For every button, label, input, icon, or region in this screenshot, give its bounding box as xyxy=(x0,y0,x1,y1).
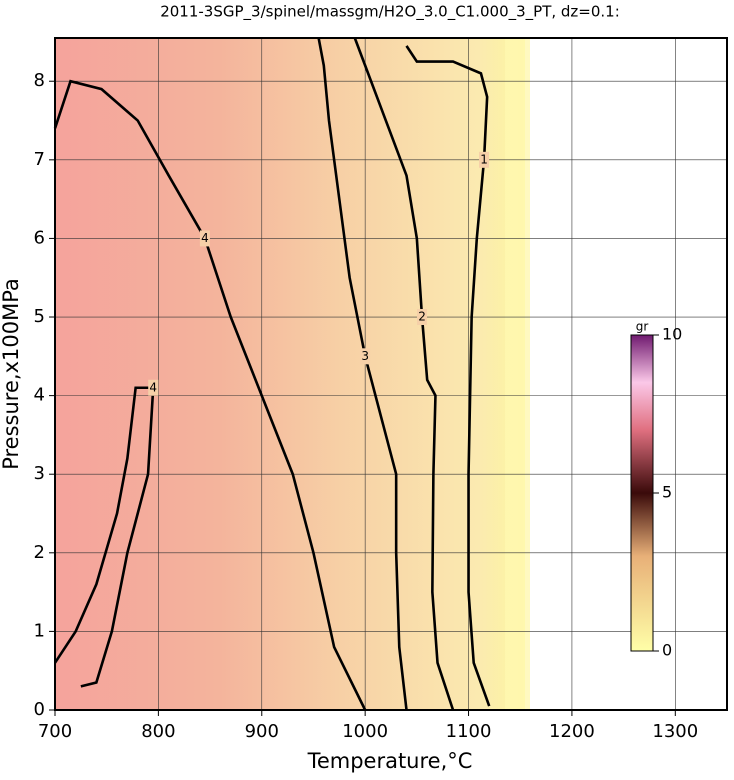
frame xyxy=(54,37,728,711)
y-tick-label: 5 xyxy=(34,306,45,327)
contour-label-bg xyxy=(148,379,159,396)
x-tick-label: 1200 xyxy=(549,721,595,742)
y-tick-label: 0 xyxy=(34,699,45,720)
contour-line xyxy=(53,79,367,711)
y-tick-label: 4 xyxy=(34,385,45,406)
contour-label: 2 xyxy=(418,310,426,324)
x-tick-label: 800 xyxy=(141,721,175,742)
x-tick-label: 1100 xyxy=(446,721,492,742)
colorbar-tick-label: 10 xyxy=(662,325,682,344)
y-tick-label: 8 xyxy=(34,70,45,91)
y-tick-label: 1 xyxy=(34,620,45,641)
colorbar-tick-label: 5 xyxy=(662,483,672,502)
contour-label-bg xyxy=(199,230,210,247)
x-axis-label: Temperature,°C xyxy=(307,749,473,773)
colorbar-tick-label: 0 xyxy=(662,641,672,660)
contour-label-bg xyxy=(360,348,371,365)
colorbar xyxy=(630,334,654,652)
x-tick-label: 1000 xyxy=(342,721,388,742)
contour-label: 3 xyxy=(361,349,369,363)
x-tick-label: 1300 xyxy=(652,721,698,742)
x-tick-label: 900 xyxy=(245,721,279,742)
chart-title: 2011-3SGP_3/spinel/massgm/H2O_3.0_C1.000… xyxy=(160,3,620,22)
y-tick-label: 6 xyxy=(34,227,45,248)
x-tick-label: 700 xyxy=(38,721,72,742)
contour-line xyxy=(405,45,491,707)
contour-label-bg xyxy=(479,151,490,168)
field xyxy=(55,38,525,710)
colorbar-label: gr xyxy=(636,320,649,334)
y-tick-label: 7 xyxy=(34,149,45,170)
contour-line xyxy=(353,37,455,711)
contour-label: 4 xyxy=(149,380,157,394)
contour-label: 1 xyxy=(480,152,488,166)
field-edge xyxy=(505,38,530,710)
y-tick-label: 2 xyxy=(34,542,45,563)
contour-label: 4 xyxy=(201,231,209,245)
y-tick-label: 3 xyxy=(34,463,45,484)
y-axis-label: Pressure,x100MPa xyxy=(0,278,23,470)
contour-label-bg xyxy=(417,309,428,326)
